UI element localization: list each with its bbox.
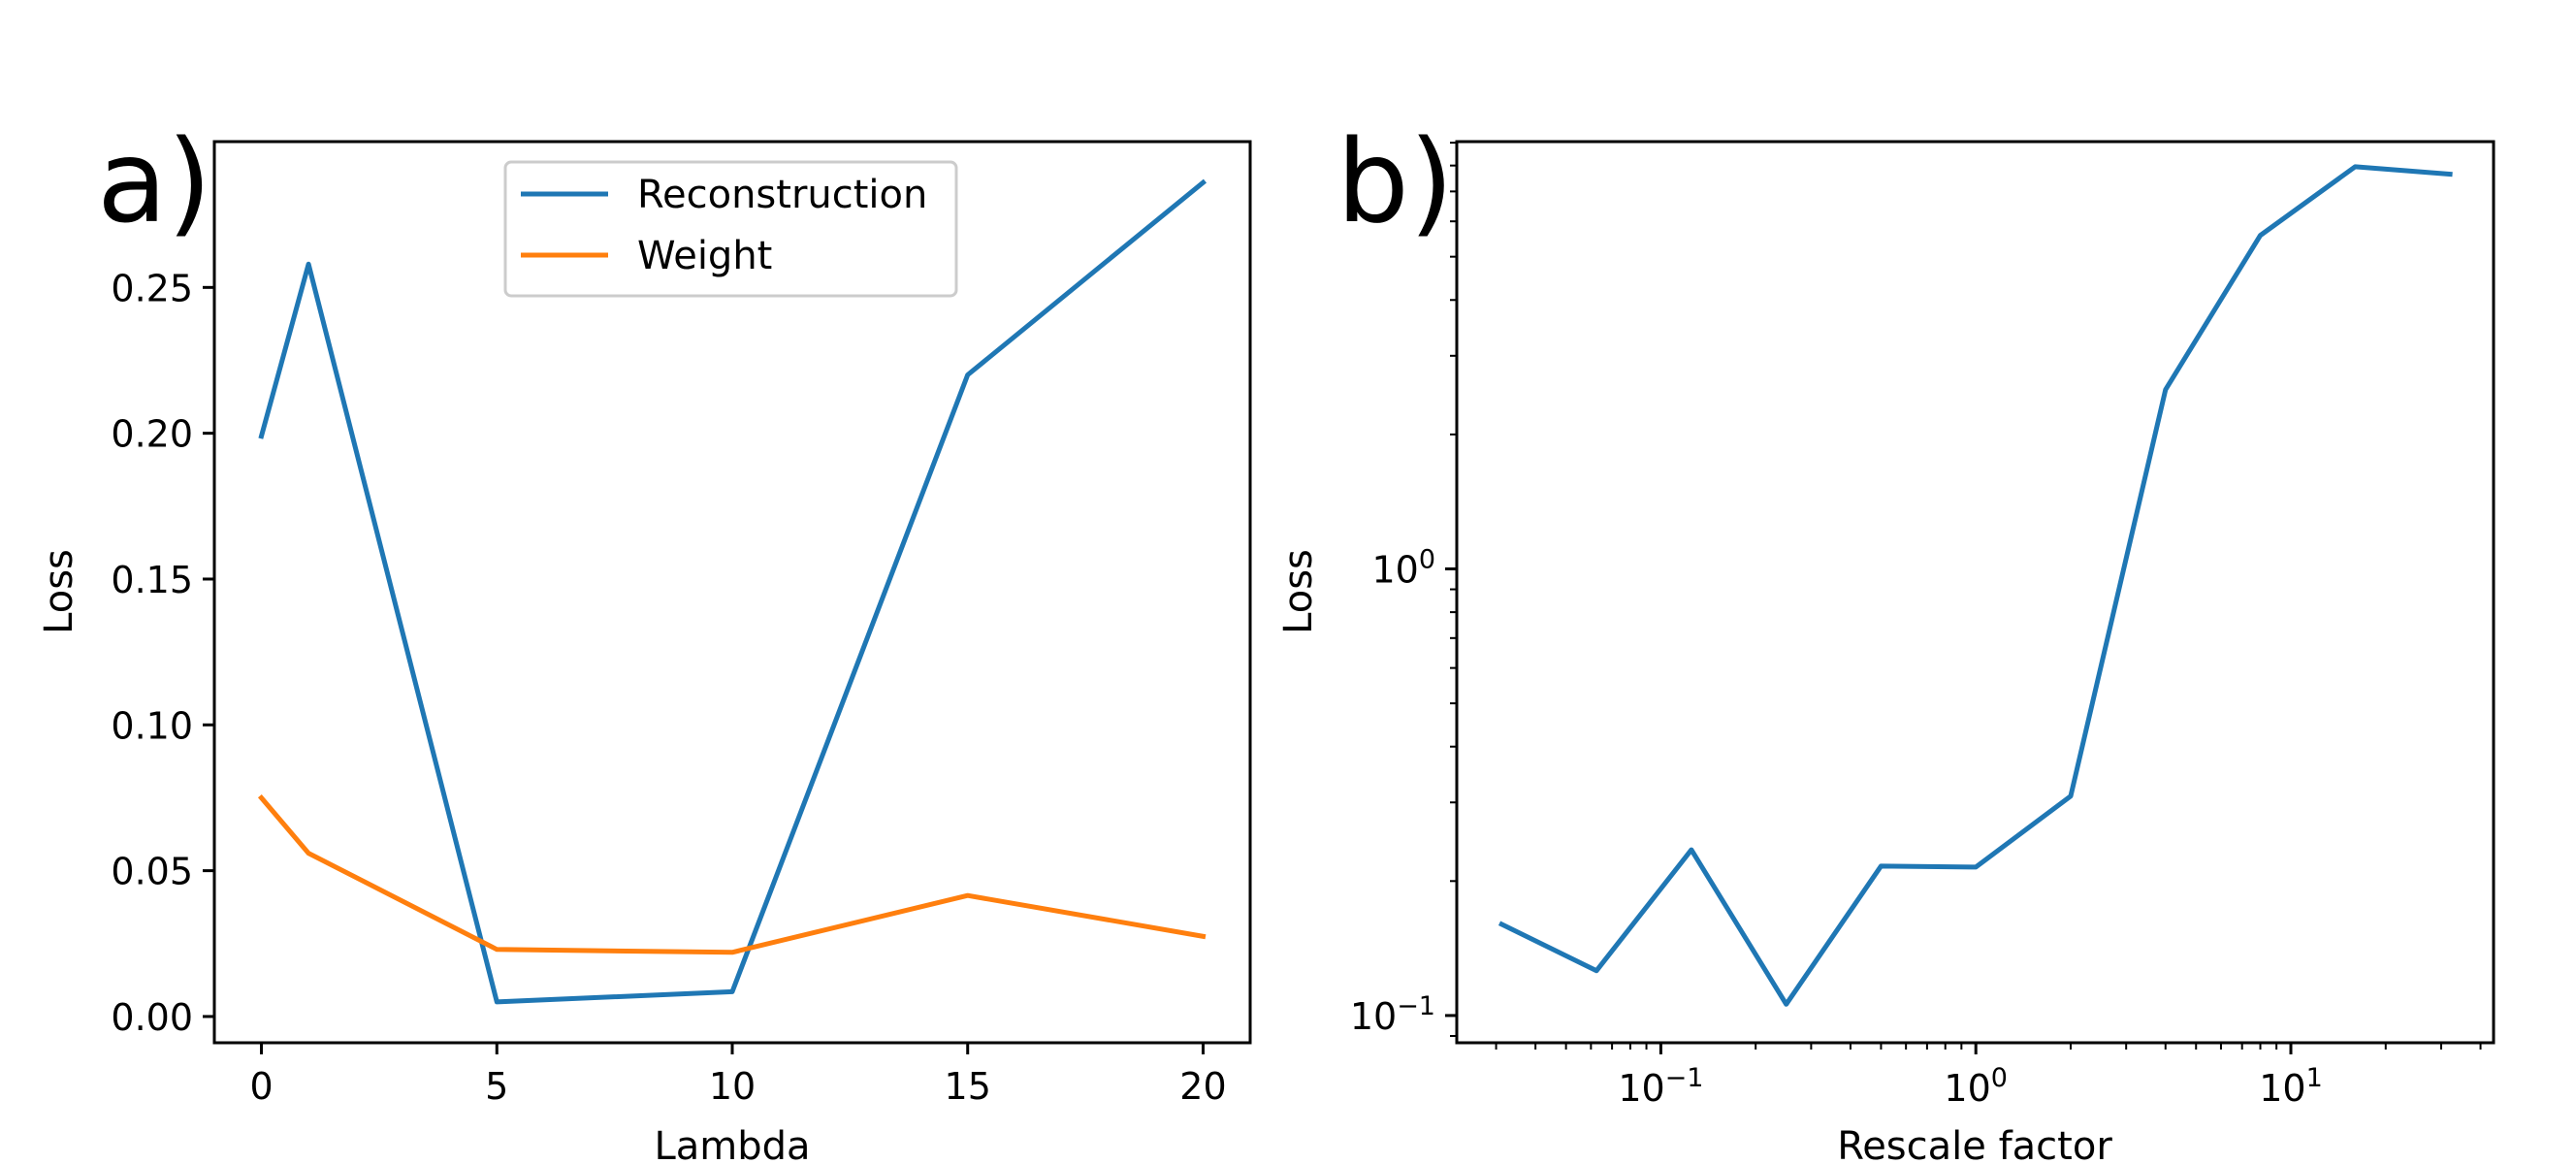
legend-label-weight: Weight — [637, 234, 772, 278]
y-tick-label: 0.00 — [111, 996, 193, 1039]
x-tick-label: 10−1 — [1618, 1063, 1703, 1110]
panel-a-axes-frame — [212, 140, 1252, 1045]
y-tick-label: 0.15 — [111, 559, 193, 601]
y-tick-label: 100 — [1371, 544, 1435, 591]
panel-b-x-axis-title: Rescale factor — [1837, 1124, 2112, 1164]
legend-label-reconstruction: Reconstruction — [637, 173, 927, 217]
y-tick-label: 0.05 — [111, 851, 193, 893]
panel-b-y-ticks: 10−1 100 — [1350, 142, 1457, 1038]
x-tick-label: 101 — [2259, 1063, 2323, 1110]
y-tick-label: 10−1 — [1350, 991, 1435, 1038]
panel-b-y-axis-title: Loss — [1276, 549, 1321, 634]
series-line-rescale-loss — [1497, 164, 2453, 1007]
panel-a-legend: Reconstruction Weight — [503, 160, 958, 298]
panel-a-letter: a) — [97, 114, 211, 248]
series-line-weight — [257, 793, 1207, 955]
panel-a-series-lines — [257, 178, 1208, 1005]
y-tick-label: 0.20 — [111, 413, 193, 456]
panel-b-letter: b) — [1336, 114, 1454, 248]
x-tick-label: 10 — [709, 1065, 756, 1108]
x-tick-label: 0 — [249, 1065, 273, 1108]
x-tick-label: 15 — [945, 1065, 991, 1108]
y-tick-label: 0.25 — [111, 267, 193, 309]
panel-a-y-axis-title: Loss — [37, 549, 81, 634]
panel-b-line-chart: b) 10−1 100 10−1 100 101 Rescale factor Los… — [1276, 114, 2496, 1164]
panel-a-x-ticks: 0 5 10 15 20 — [249, 1043, 1227, 1108]
panel-b-axes-frame — [1455, 140, 2496, 1045]
y-tick-label: 0.10 — [111, 704, 193, 747]
x-tick-label: 5 — [485, 1065, 508, 1108]
x-tick-label: 100 — [1944, 1063, 2008, 1110]
panel-a-line-chart: a) 0.00 0.05 0.10 0.15 0.20 0.25 0 5 10 15 20 Lam… — [37, 114, 1252, 1164]
x-tick-label: 20 — [1179, 1065, 1226, 1108]
panel-b-series-lines — [1497, 164, 2453, 1007]
legend-box — [503, 160, 958, 298]
panel-a-x-axis-title: Lambda — [654, 1124, 810, 1164]
panel-a-y-ticks: 0.00 0.05 0.10 0.15 0.20 0.25 — [111, 267, 214, 1039]
series-line-reconstruction — [258, 178, 1208, 1005]
